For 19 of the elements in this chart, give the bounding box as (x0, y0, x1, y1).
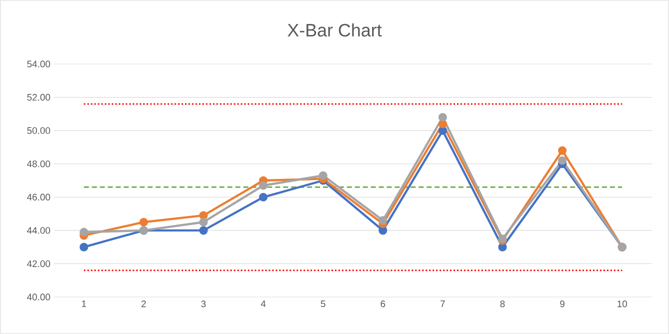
x-tick-label: 5 (320, 300, 326, 308)
chart-title: X-Bar Chart (288, 23, 382, 37)
x-tick-label: 2 (142, 300, 146, 308)
y-tick-label: 42.00 (27, 260, 50, 268)
y-tick-label: 44.00 (27, 227, 50, 234)
x-tick-label: 8 (500, 300, 505, 308)
x-tick-label: 4 (260, 300, 266, 308)
x-tick-label: 10 (618, 300, 627, 308)
y-tick-label: 48.00 (27, 160, 50, 168)
x-tick-label: 3 (201, 300, 206, 308)
y-tick-label: 52.00 (27, 94, 50, 101)
x-tick-label: 6 (380, 300, 386, 308)
y-tick-label: 54.00 (27, 60, 50, 68)
x-tick-label: 1 (82, 300, 86, 308)
y-tick-label: 46.00 (27, 194, 50, 200)
x-tick-label: 9 (560, 300, 564, 308)
x-tick-label: 7 (440, 300, 445, 308)
y-tick-label: 50.00 (27, 127, 50, 134)
y-tick-label: 40.00 (27, 294, 50, 300)
